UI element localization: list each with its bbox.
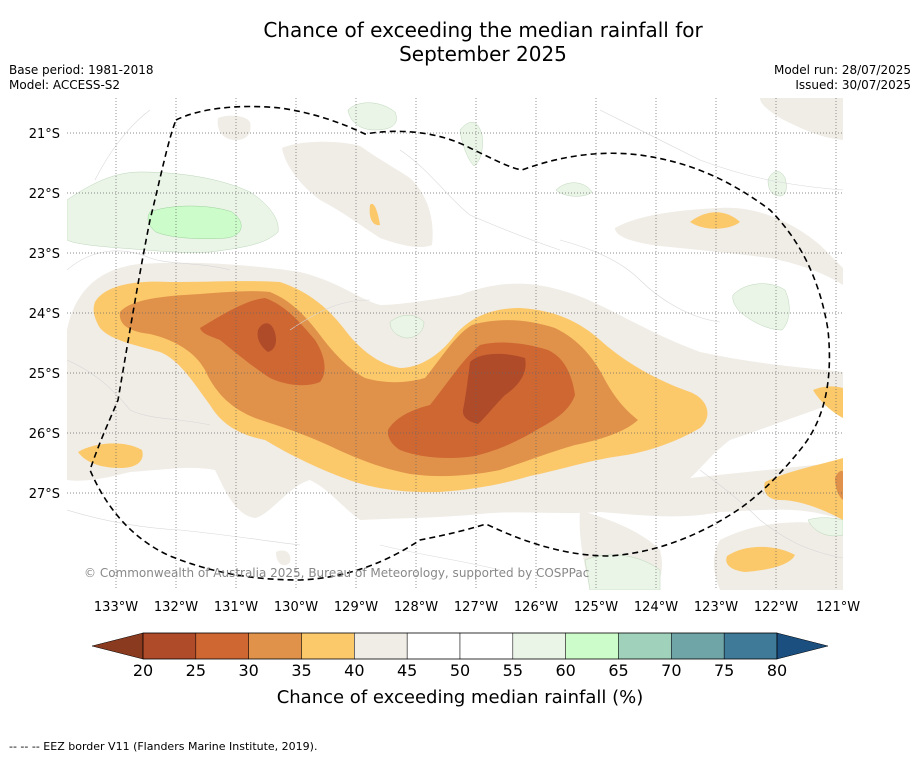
colorbar-swatch xyxy=(618,632,672,660)
title-line-2: September 2025 xyxy=(399,42,567,66)
lat-label: 21°S xyxy=(29,127,60,142)
colorbar-tick-label: 60 xyxy=(555,661,575,680)
colorbar-tick-label: 70 xyxy=(661,661,681,680)
colorbar-swatch xyxy=(248,632,302,660)
lat-label: 24°S xyxy=(29,307,60,322)
colorbar-under-arrow xyxy=(91,632,144,660)
colorbar-swatch xyxy=(565,632,619,660)
colorbar-tick-label: 20 xyxy=(133,661,153,680)
colorbar-tick-label: 75 xyxy=(714,661,734,680)
lon-label: 129°W xyxy=(334,600,378,615)
colorbar-swatch xyxy=(195,632,249,660)
lon-label: 125°W xyxy=(574,600,618,615)
lat-label: 23°S xyxy=(29,247,60,262)
lat-label: 26°S xyxy=(29,427,60,442)
gridlines xyxy=(67,98,843,590)
model-name: Model: ACCESS-S2 xyxy=(9,78,121,92)
lon-label: 123°W xyxy=(694,600,738,615)
issued-date: Issued: 30/07/2025 xyxy=(795,78,911,92)
meta-right: Model run: 28/07/2025 Issued: 30/07/2025 xyxy=(774,63,911,93)
eez-note: -- -- -- EEZ border V11 (Flanders Marine… xyxy=(9,740,318,753)
lon-label: 133°W xyxy=(94,600,138,615)
lon-label: 131°W xyxy=(214,600,258,615)
colorbar-swatches xyxy=(142,632,778,660)
colorbar-swatch xyxy=(301,632,355,660)
base-period: Base period: 1981-2018 xyxy=(9,63,154,77)
colorbar: 20 25 30 35 40 45 50 55 60 65 70 75 80 Chance of exc… xyxy=(91,632,829,708)
colorbar-tick-label: 55 xyxy=(503,661,523,680)
map-area: © Commonwealth of Australia 2025, Bureau… xyxy=(67,98,843,590)
band-20-25 xyxy=(257,323,526,424)
colorbar-tick-label: 45 xyxy=(397,661,417,680)
colorbar-swatch xyxy=(459,632,514,660)
copyright-text: © Commonwealth of Australia 2025, Bureau… xyxy=(84,566,589,580)
title-line-1: Chance of exceeding the median rainfall … xyxy=(263,18,703,42)
lon-label: 124°W xyxy=(634,600,678,615)
colorbar-swatch xyxy=(142,632,197,660)
map-title: Chance of exceeding the median rainfall … xyxy=(183,18,783,66)
colorbar-tick-label: 35 xyxy=(291,661,311,680)
lon-label: 121°W xyxy=(816,600,860,615)
colorbar-swatch xyxy=(406,632,461,660)
colorbar-tick-label: 65 xyxy=(608,661,628,680)
lon-label: 132°W xyxy=(154,600,198,615)
colorbar-swatch xyxy=(671,632,725,660)
eez-border xyxy=(89,105,831,581)
lat-label: 27°S xyxy=(29,487,60,502)
colorbar-tick-label: 40 xyxy=(344,661,364,680)
colorbar-tick-label: 30 xyxy=(238,661,258,680)
colorbar-swatch xyxy=(512,632,566,660)
colorbar-swatch xyxy=(723,632,778,660)
colorbar-swatch xyxy=(354,632,408,660)
lon-label: 130°W xyxy=(274,600,318,615)
colorbar-tick-label: 50 xyxy=(450,661,470,680)
lon-label: 126°W xyxy=(514,600,558,615)
lat-labels: 21°S 22°S 23°S 24°S 25°S 26°S 27°S xyxy=(29,127,60,502)
model-run: Model run: 28/07/2025 xyxy=(773,63,911,77)
meta-left: Base period: 1981-2018 Model: ACCESS-S2 xyxy=(9,63,154,93)
colorbar-label: Chance of exceeding median rainfall (%) xyxy=(277,687,644,708)
colorbar-tick-label: 80 xyxy=(767,661,787,680)
lat-label: 25°S xyxy=(29,367,60,382)
lon-label: 127°W xyxy=(454,600,498,615)
band-60-65 xyxy=(147,205,242,239)
lon-label: 122°W xyxy=(754,600,798,615)
colorbar-ticks: 20 25 30 35 40 45 50 55 60 65 70 75 80 xyxy=(133,661,787,680)
lon-labels: 133°W 132°W 131°W 130°W 129°W 128°W 127°… xyxy=(94,600,860,615)
colorbar-tick-label: 25 xyxy=(186,661,206,680)
lon-label: 128°W xyxy=(394,600,438,615)
colorbar-over-arrow xyxy=(776,632,829,660)
lat-label: 22°S xyxy=(29,187,60,202)
contour-lines xyxy=(67,109,843,571)
colorbar-frame xyxy=(142,632,778,660)
